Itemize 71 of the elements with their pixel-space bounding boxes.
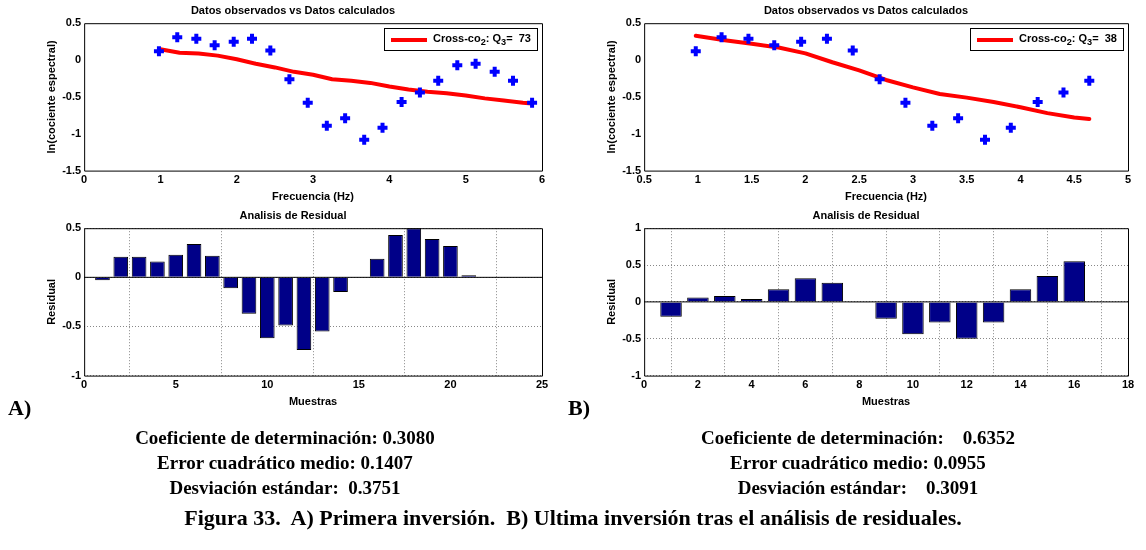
y-tick-label: 0.5 (625, 16, 642, 29)
x-tick-label: 12 (960, 378, 973, 391)
x-tick-label: 6 (802, 378, 809, 391)
x-tick-label: 4 (386, 173, 394, 186)
y-tick-label: -0.5 (622, 89, 642, 102)
text: Error cuadrático medio: 0.0955 (729, 452, 987, 474)
x-tick-label: 4 (748, 378, 756, 391)
chart-title: Analisis de Residual (239, 208, 347, 221)
x-tick-label: 20 (444, 378, 457, 391)
text: B) (568, 395, 590, 421)
x-tick-label: 3 (909, 173, 917, 186)
x-tick-label: 10 (261, 378, 274, 391)
y-tick-label: -0.5 (62, 319, 82, 332)
x-axis-title: Frecuencia (Hz) (845, 190, 928, 203)
x-tick-label: 2 (694, 378, 701, 391)
y-tick-label: 0 (75, 53, 82, 66)
x-tick-label: 4.5 (1066, 173, 1082, 186)
text: Coeficiente de determinación: 0.3080 (134, 427, 436, 449)
x-axis-title: Frecuencia (Hz) (272, 190, 355, 203)
x-tick-label: 2.5 (851, 173, 867, 186)
legend-label: Cross-co$_{2}$: Q$_{3}$= 73 (433, 32, 531, 48)
x-tick-label: 1 (157, 173, 164, 186)
x-tick-label: 3 (310, 173, 317, 186)
x-tick-label: 5 (462, 173, 469, 186)
text: A) (8, 395, 32, 421)
y-tick-label: 0 (75, 270, 82, 283)
y-tick-label: -1 (631, 368, 642, 381)
chart-title: Datos observados vs Datos calculados (763, 3, 969, 16)
y-tick-label: -1 (71, 126, 82, 139)
y-tick-label: 0 (635, 53, 642, 66)
x-tick-label: 2 (802, 173, 809, 186)
y-tick-label: 0.5 (65, 221, 82, 234)
x-tick-label: 4 (1017, 173, 1025, 186)
y-axis-title: ln(cociente espectral) (604, 40, 617, 154)
x-tick-label: 18 (1121, 378, 1135, 391)
text: Desviación estándar: 0.3091 (736, 477, 980, 499)
x-tick-label: 8 (856, 378, 863, 391)
y-axis-title: ln(cociente espectral) (44, 40, 57, 154)
y-tick-label: -0.5 (62, 89, 82, 102)
x-tick-label: 5 (1124, 173, 1132, 186)
y-tick-label: 0.5 (625, 258, 642, 271)
x-tick-label: 1 (694, 173, 701, 186)
y-axis-title: Residual (44, 278, 57, 325)
text: Error cuadrático medio: 0.1407 (156, 452, 414, 474)
x-tick-label: 25 (535, 378, 549, 391)
x-axis-title: Muestras (861, 395, 911, 408)
y-tick-label: -1.5 (62, 163, 82, 176)
legend-label: Cross-co$_{2}$: Q$_{3}$= 38 (1019, 32, 1117, 48)
y-tick-label: 0.5 (65, 16, 82, 29)
x-axis-title: Muestras (288, 395, 338, 408)
y-tick-label: 0 (635, 294, 642, 307)
chart-title: Datos observados vs Datos calculados (190, 3, 396, 16)
x-tick-label: 16 (1068, 378, 1081, 391)
text: Desviación estándar: 0.3751 (168, 477, 402, 499)
x-tick-label: 3.5 (959, 173, 975, 186)
x-tick-label: 6 (538, 173, 546, 186)
y-tick-label: -1.5 (622, 163, 642, 176)
y-tick-label: -1 (631, 126, 642, 139)
x-tick-label: 10 (906, 378, 920, 391)
y-axis-title: Residual (604, 278, 617, 325)
x-tick-label: 14 (1014, 378, 1028, 391)
x-tick-label: 1.5 (744, 173, 760, 186)
text: Coeficiente de determinación: 0.6352 (700, 427, 1016, 449)
chart-title: Analisis de Residual (812, 208, 920, 221)
x-tick-label: 2 (233, 173, 240, 186)
y-tick-label: -0.5 (622, 331, 642, 344)
y-tick-label: -1 (71, 368, 82, 381)
text: Figura 33. A) Primera inversión. B) Ultima inversión tras el análisis de residuales. (183, 505, 963, 531)
x-tick-label: 5 (172, 378, 179, 391)
x-tick-label: 15 (352, 378, 365, 391)
y-tick-label: 1 (635, 221, 642, 234)
